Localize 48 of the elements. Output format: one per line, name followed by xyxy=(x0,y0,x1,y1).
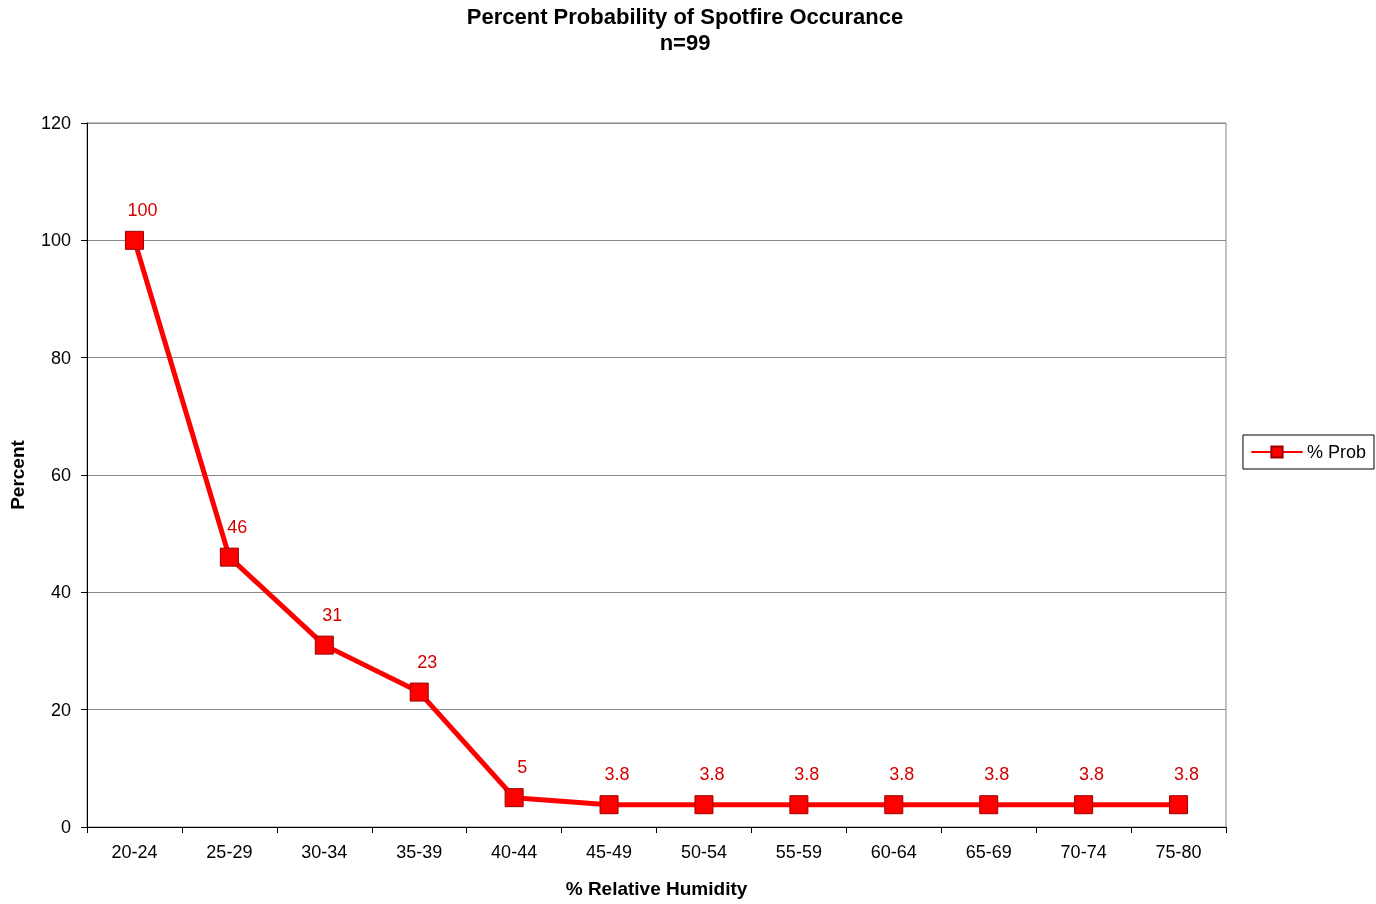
point xyxy=(884,795,904,815)
x-tick-label: 70-74 xyxy=(1060,842,1107,862)
x-tick-label: 35-39 xyxy=(396,842,443,862)
y-tick-label: 40 xyxy=(50,582,71,603)
data-label: 3.8 xyxy=(889,764,915,785)
data-label: 3.8 xyxy=(794,764,820,785)
x-tick-label: 75-80 xyxy=(1155,842,1202,862)
data-label: 46 xyxy=(227,516,248,537)
point xyxy=(789,795,809,815)
data-label: 23 xyxy=(417,651,438,672)
x-tick-label: 30-34 xyxy=(301,842,348,862)
x-tick-label: 20-24 xyxy=(111,842,158,862)
data-label: 3.8 xyxy=(984,764,1010,785)
x-tick-label: 65-69 xyxy=(965,842,1012,862)
chart-title: Percent Probability of Spotfire Occurance xyxy=(466,3,904,29)
data-label: 3.8 xyxy=(699,764,725,785)
point xyxy=(314,635,334,655)
x-tick-label: 60-64 xyxy=(870,842,917,862)
y-tick-label: 0 xyxy=(60,817,71,837)
y-tick-label: 120 xyxy=(40,113,71,133)
chart-subtitle: n=99 xyxy=(659,29,711,55)
x-tick-label: 50-54 xyxy=(680,842,727,862)
data-label: 3.8 xyxy=(604,764,630,785)
y-tick-label: 80 xyxy=(50,347,71,368)
data-label: 3.8 xyxy=(1079,764,1105,785)
data-label: 5 xyxy=(517,757,528,778)
point xyxy=(124,230,144,250)
y-tick-label: 60 xyxy=(50,465,71,485)
x-tick-label: 45-49 xyxy=(586,842,633,862)
point xyxy=(1169,795,1189,815)
x-axis-title: % Relative Humidity xyxy=(565,878,748,899)
y-axis-title: Percent xyxy=(7,439,28,510)
legend-label: % Prob xyxy=(1306,442,1366,462)
x-tick-label: 40-44 xyxy=(491,842,538,862)
x-tick-label: 25-29 xyxy=(206,842,253,862)
point xyxy=(979,795,999,815)
point xyxy=(599,795,619,815)
point xyxy=(1074,795,1094,815)
x-tick-label: 55-59 xyxy=(775,842,822,862)
point xyxy=(694,795,714,815)
point xyxy=(504,788,524,808)
data-label: 3.8 xyxy=(1174,764,1200,785)
data-label: 100 xyxy=(127,199,158,220)
point xyxy=(409,682,429,702)
data-label: 31 xyxy=(322,604,343,625)
y-tick-label: 100 xyxy=(40,230,71,251)
y-tick-label: 20 xyxy=(50,699,71,720)
point xyxy=(219,547,239,567)
